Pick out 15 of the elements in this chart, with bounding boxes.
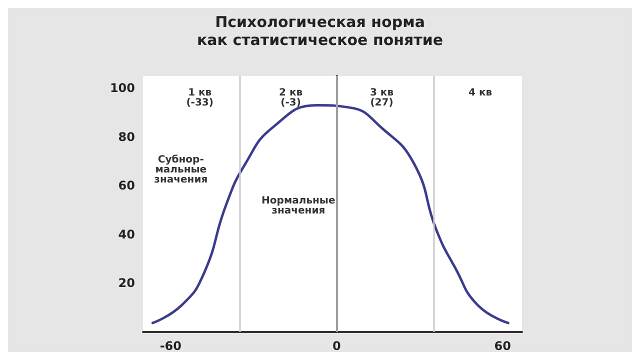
x-tick-label: 60 (494, 339, 511, 353)
annotation: 4 кв (468, 88, 492, 99)
y-tick-label: 60 (118, 178, 135, 193)
y-tick-label: 40 (118, 227, 135, 242)
annotation: 3 кв (27) (370, 88, 394, 109)
x-tick-label: -60 (160, 339, 182, 353)
annotation: 1 кв (-33) (186, 88, 214, 109)
y-tick-label: 80 (118, 130, 135, 144)
x-tick-label: 0 (332, 339, 341, 353)
y-tick-label: 20 (118, 276, 135, 290)
annotation: 2 кв (-3) (279, 88, 303, 109)
y-tick-label: 100 (110, 81, 135, 96)
annotation: Субнор- мальные значения (154, 154, 208, 186)
chart-title: Психологическая норма как статистическое понятие (197, 13, 443, 49)
annotation: Нормальные значения (262, 195, 336, 216)
